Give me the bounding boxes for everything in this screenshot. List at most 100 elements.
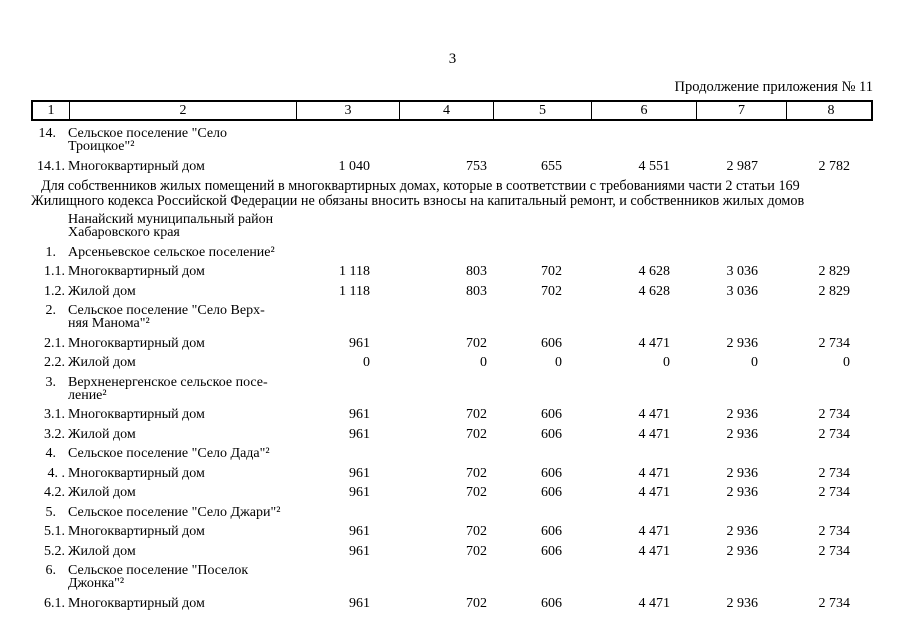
row-value: 2 936 xyxy=(726,426,759,442)
row-value: 606 xyxy=(541,335,562,351)
note-line1: Для собственников жилых помещений в мног… xyxy=(41,178,800,194)
row-value: 961 xyxy=(349,524,370,539)
row-value: 3 036 xyxy=(726,264,759,279)
row-value: 606 xyxy=(541,426,562,442)
row-number: 1.1. xyxy=(44,264,65,279)
table-row: 3.2. Жилой дом 961 702 606 4 471 2 936 2… xyxy=(31,426,905,442)
row-value: 2 734 xyxy=(818,595,851,611)
row-name-line2: Троицкое"² xyxy=(68,139,135,154)
row-name-line1: Многоквартирный дом xyxy=(68,264,205,279)
row-value: 961 xyxy=(349,335,370,351)
row-number: 4. xyxy=(45,446,57,461)
table-row: 1. Арсеньевское сельское поселение² xyxy=(31,244,905,260)
row-value: 1 040 xyxy=(338,158,371,174)
table-body: 14. Сельское поселение "Село Троицкое"² … xyxy=(0,127,905,611)
row-value: 606 xyxy=(541,595,562,611)
row-name-line1: Многоквартирный дом xyxy=(68,524,205,539)
header-cell: 2 xyxy=(70,102,297,119)
header-cell: 4 xyxy=(400,102,494,119)
row-value: 702 xyxy=(466,407,487,422)
header-cell: 1 xyxy=(33,102,70,119)
row-number: 4. . xyxy=(47,465,66,481)
row-value: 606 xyxy=(541,465,562,481)
row-value: 2 987 xyxy=(726,158,759,174)
row-value: 2 734 xyxy=(818,524,851,539)
row-name: Жилой дом xyxy=(68,283,300,299)
row-value: 961 xyxy=(349,426,370,442)
note-paragraph: Для собственников жилых помещений в мног… xyxy=(31,179,905,209)
row-number: 4.2. xyxy=(44,485,65,500)
row-name-line2: няя Манома"² xyxy=(68,316,150,331)
row-name: Многоквартирный дом xyxy=(68,336,300,350)
row-value: 702 xyxy=(466,543,487,559)
row-number: 3.2. xyxy=(44,426,65,442)
row-name-line1: Арсеньевское сельское поселение² xyxy=(68,244,275,260)
row-name: Многоквартирный дом xyxy=(68,264,300,279)
row-value: 2 936 xyxy=(726,543,759,559)
row-number: 2.1. xyxy=(44,335,65,351)
row-value: 655 xyxy=(541,158,562,174)
row-value: 2 734 xyxy=(818,426,851,442)
row-value: 0 xyxy=(363,355,370,370)
row-value: 4 628 xyxy=(638,264,671,279)
row-value: 1 118 xyxy=(339,283,370,299)
row-name: Многоквартирный дом xyxy=(68,407,300,422)
row-number: 2. xyxy=(45,303,57,318)
table-row: 5.1. Многоквартирный дом 961 702 606 4 4… xyxy=(31,524,905,539)
row-value: 961 xyxy=(349,595,370,611)
table-row: 2.1. Многоквартирный дом 961 702 606 4 4… xyxy=(31,335,905,351)
row-value: 803 xyxy=(466,264,487,279)
row-name-line1: Жилой дом xyxy=(68,355,136,370)
header-cell: 7 xyxy=(697,102,787,119)
header-cell: 5 xyxy=(494,102,592,119)
row-value: 702 xyxy=(541,264,562,279)
row-value: 0 xyxy=(480,355,487,370)
table-row: 3.1. Многоквартирный дом 961 702 606 4 4… xyxy=(31,407,905,422)
table-row: 14. Сельское поселение "Село Троицкое"² xyxy=(31,127,905,154)
row-number: 3. xyxy=(45,374,57,390)
row-name: Сельское поселение "Поселок Джонка"² xyxy=(68,564,300,591)
row-value: 961 xyxy=(349,485,370,500)
row-value: 803 xyxy=(466,283,487,299)
row-name: Верхненергенское сельское посе- ление² xyxy=(68,374,300,402)
row-value: 0 xyxy=(843,355,850,370)
row-name: Сельское поселение "Село Джари"² xyxy=(68,505,300,519)
row-value: 606 xyxy=(541,524,562,539)
district-line1: Нанайский муниципальный район xyxy=(68,212,274,227)
row-name: Жилой дом xyxy=(68,486,300,500)
row-number: 1. xyxy=(45,244,57,260)
row-value: 2 734 xyxy=(818,465,851,481)
row-name: Многоквартирный дом xyxy=(68,159,300,173)
row-value: 2 734 xyxy=(818,407,851,422)
row-value: 961 xyxy=(349,407,370,422)
table-row: 3. Верхненергенское сельское посе- ление… xyxy=(31,374,905,402)
row-name: Многоквартирный дом xyxy=(68,596,300,610)
row-value: 606 xyxy=(541,485,562,500)
row-value: 4 471 xyxy=(638,407,671,422)
table-row: 4. . Многоквартирный дом 961 702 606 4 4… xyxy=(31,465,905,481)
row-number: 5.2. xyxy=(44,543,65,559)
row-number: 5. xyxy=(45,504,57,520)
row-name-line1: Многоквартирный дом xyxy=(68,407,205,422)
row-name-line1: Многоквартирный дом xyxy=(68,465,205,481)
row-value: 2 734 xyxy=(818,485,851,500)
row-name-line1: Жилой дом xyxy=(68,426,136,442)
row-name-line1: Жилой дом xyxy=(68,283,136,299)
table-row: 4. Сельское поселение "Село Дада"² xyxy=(31,446,905,461)
row-name: Сельское поселение "Село Дада"² xyxy=(68,447,300,461)
row-value: 702 xyxy=(466,335,487,351)
row-value: 4 471 xyxy=(638,595,671,611)
row-number: 5.1. xyxy=(44,524,65,539)
row-name: Жилой дом xyxy=(68,426,300,442)
row-name-line1: Верхненергенское сельское посе- xyxy=(68,374,268,390)
row-value: 702 xyxy=(466,426,487,442)
row-value: 4 471 xyxy=(638,335,671,351)
row-value: 2 936 xyxy=(726,335,759,351)
row-value: 4 471 xyxy=(638,485,671,500)
appendix-continuation-note: Продолжение приложения № 11 xyxy=(674,79,873,95)
row-value: 606 xyxy=(541,407,562,422)
table-row: 1.1. Многоквартирный дом 1 118 803 702 4… xyxy=(31,264,905,279)
row-value: 753 xyxy=(466,158,487,174)
row-value: 0 xyxy=(663,355,670,370)
page-number: 3 xyxy=(448,51,457,67)
